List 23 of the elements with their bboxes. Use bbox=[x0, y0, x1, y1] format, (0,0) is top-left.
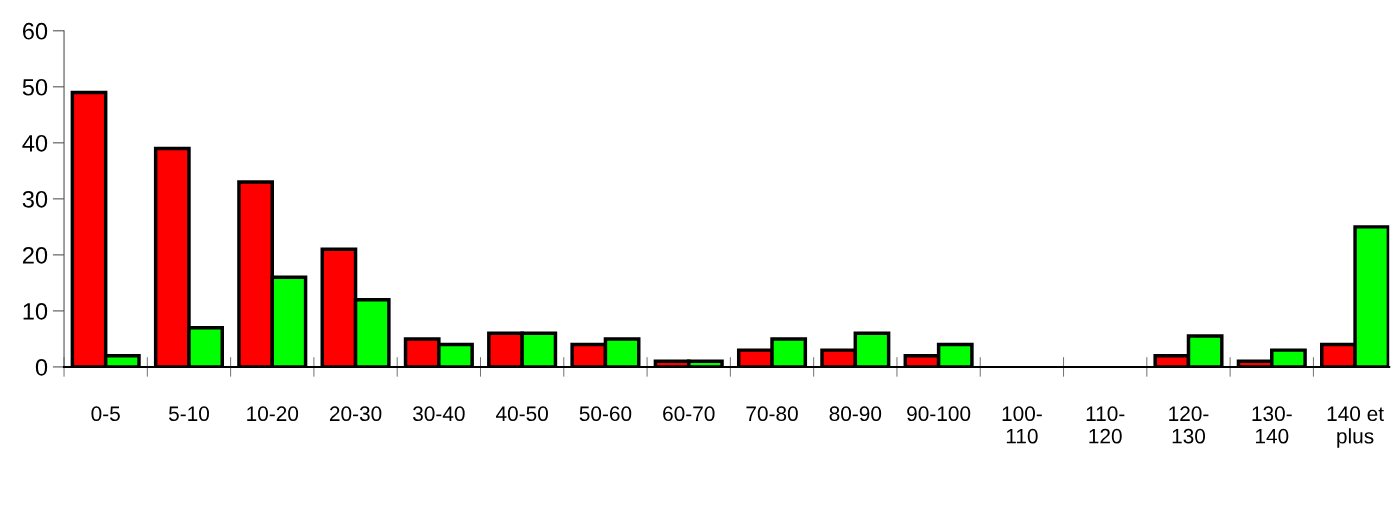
x-tick-label: 30-40 bbox=[413, 406, 465, 422]
y-tick-label: 20 bbox=[22, 246, 48, 264]
y-tick-label: 0 bbox=[35, 358, 48, 376]
y-tick-label: 10 bbox=[23, 302, 48, 320]
x-tick-label: 60-70 bbox=[663, 406, 715, 422]
x-tick-label: 100- 110 bbox=[1002, 406, 1042, 444]
y-tick-label: 50 bbox=[22, 78, 48, 96]
x-tick-label: 40-50 bbox=[495, 406, 548, 422]
y-tick-label: 30 bbox=[22, 190, 48, 208]
x-tick-label: 120- 130 bbox=[1169, 406, 1209, 444]
x-tick-label: 0-5 bbox=[91, 406, 120, 422]
x-tick-label: 80-90 bbox=[829, 406, 882, 422]
x-tick-label: 50-60 bbox=[579, 406, 632, 422]
x-tick-label: 5-10 bbox=[168, 406, 210, 422]
y-tick-label: 40 bbox=[22, 134, 48, 152]
y-tick-label: 60 bbox=[23, 22, 48, 40]
x-tick-label: 90-100 bbox=[907, 406, 971, 422]
x-tick-label: 20-30 bbox=[329, 406, 382, 422]
x-tick-label: 140 et plus bbox=[1327, 406, 1384, 448]
x-tick-label: 110- 120 bbox=[1086, 406, 1125, 444]
x-tick-label: 130- 140 bbox=[1252, 406, 1292, 444]
x-tick-label: 70-80 bbox=[746, 406, 798, 422]
x-tick-label: 10-20 bbox=[247, 406, 299, 422]
